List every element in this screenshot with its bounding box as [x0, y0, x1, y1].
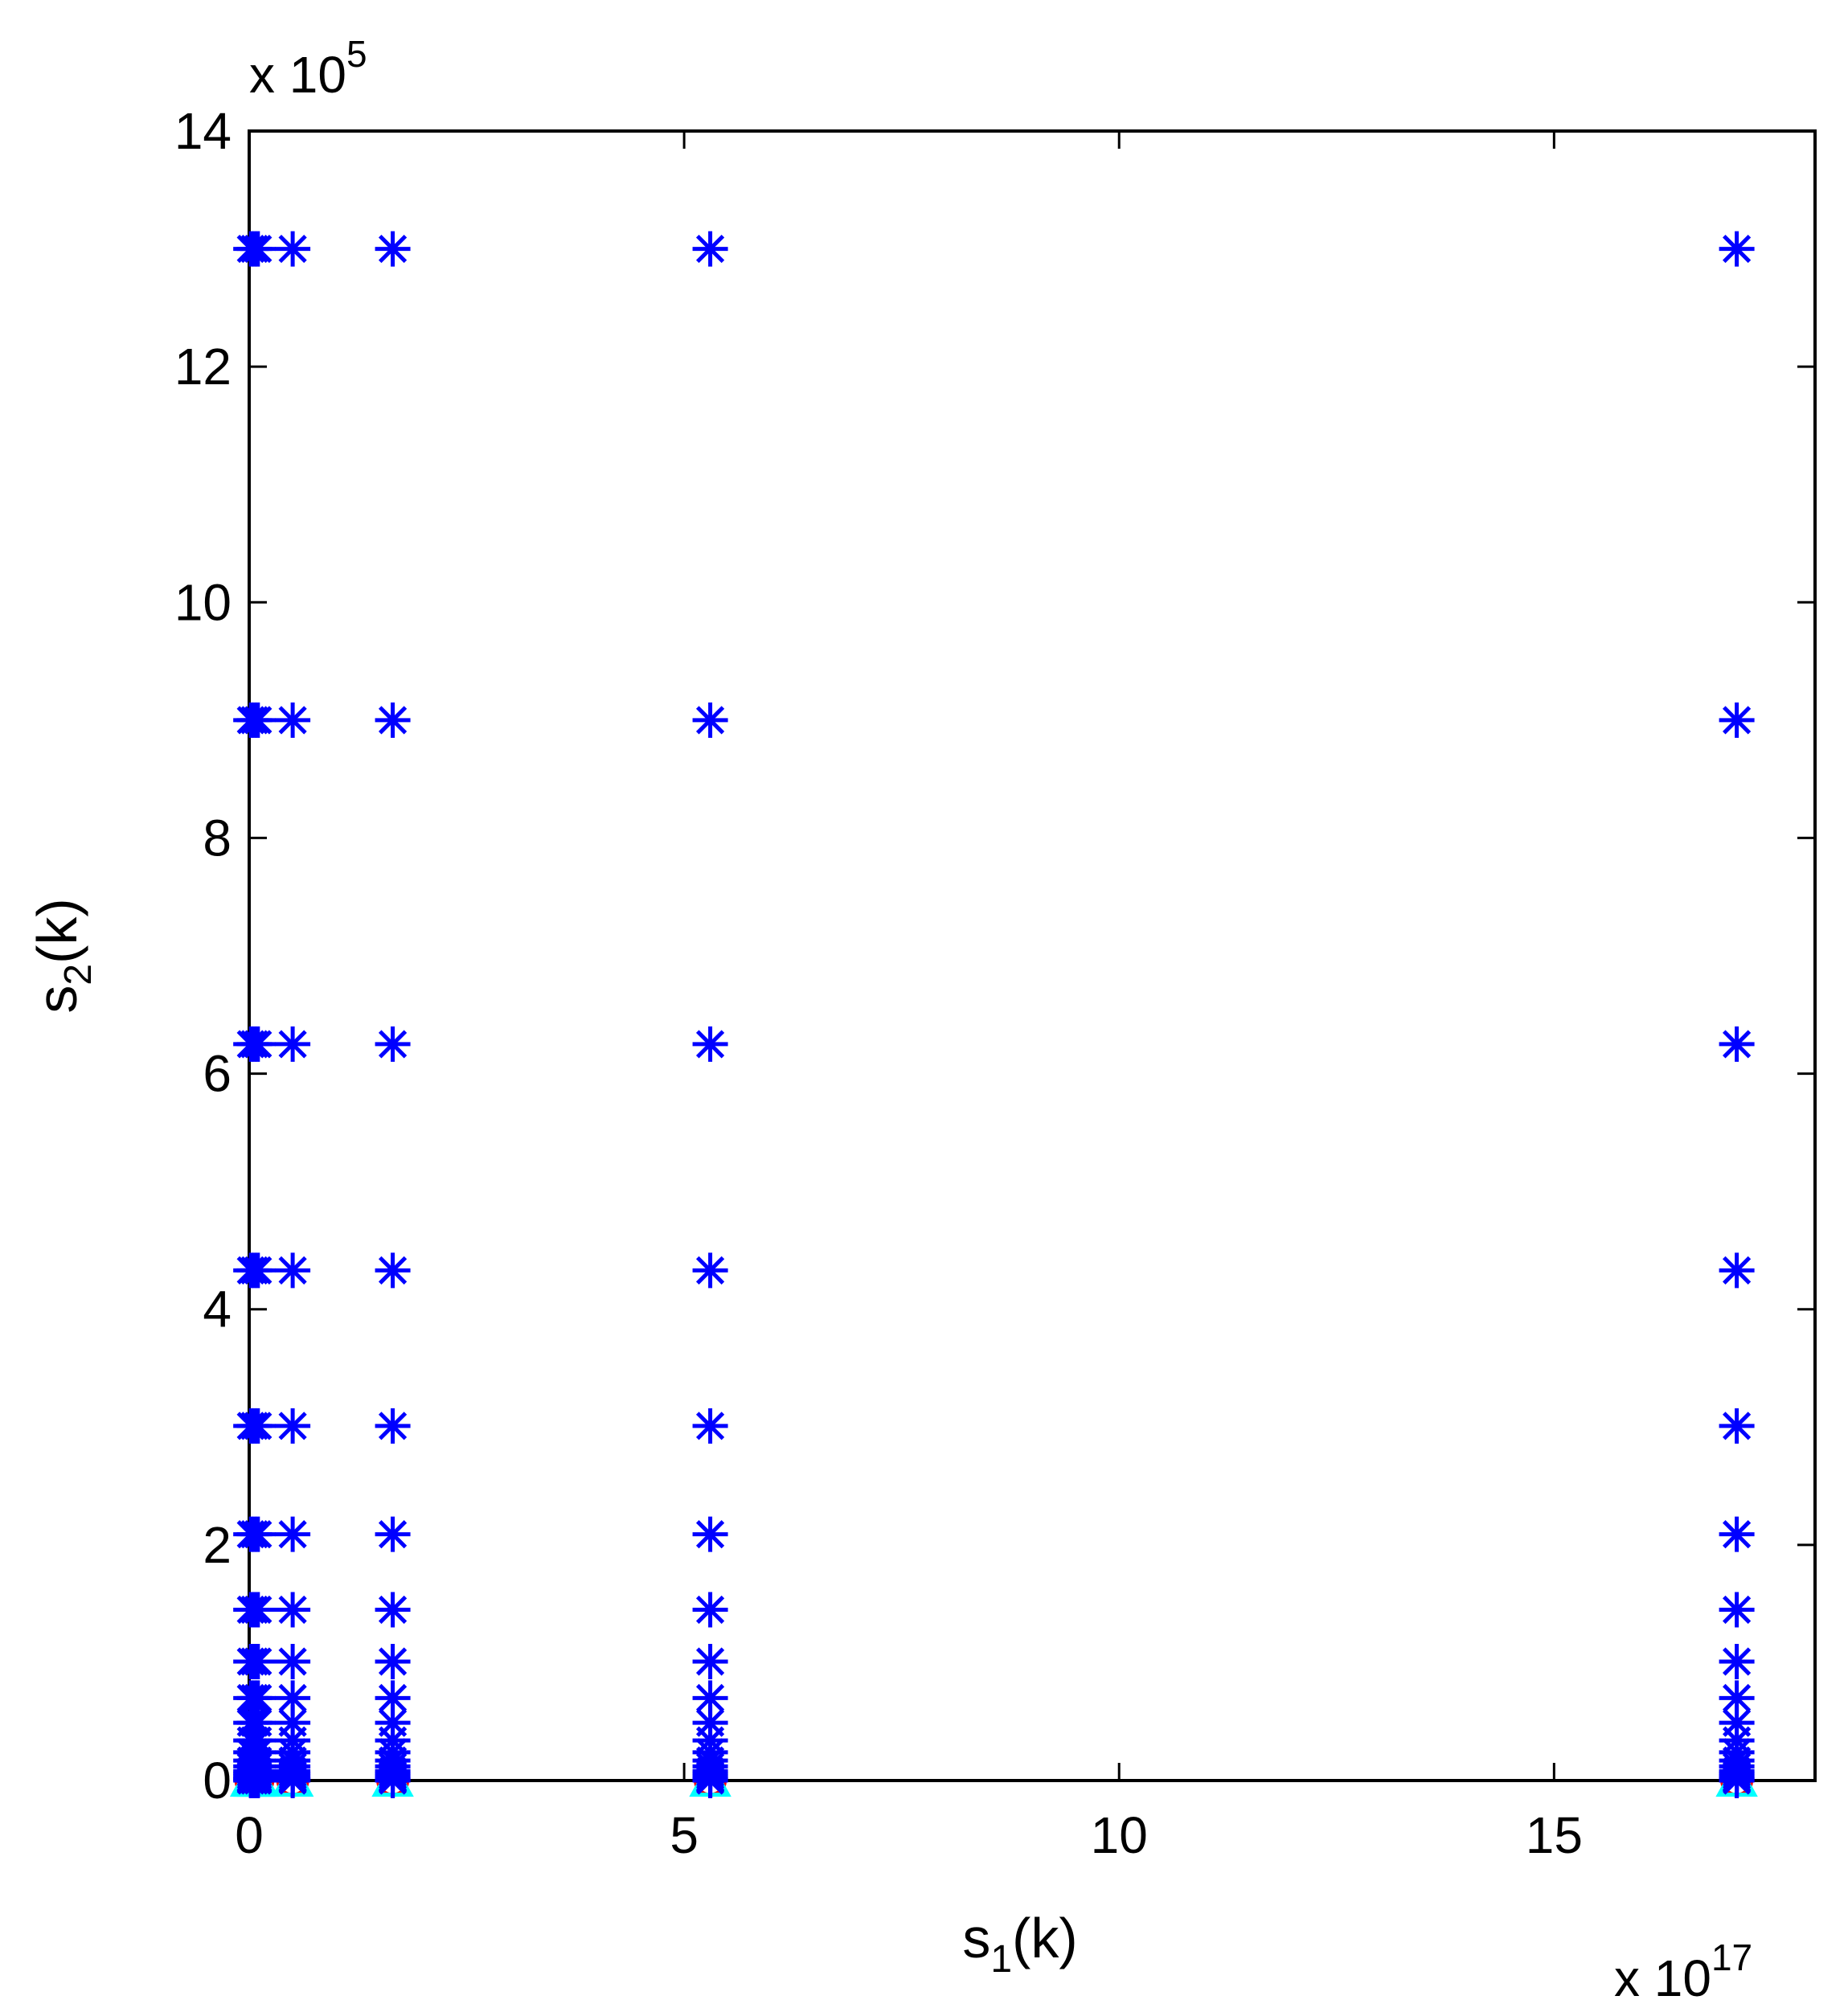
asterisk-point [240, 1408, 276, 1444]
x-tick-label: 0 [235, 1806, 264, 1864]
asterisk-point [692, 1763, 728, 1798]
asterisk-point [275, 702, 311, 738]
asterisk-point [692, 231, 728, 267]
plot-area [248, 129, 1817, 1782]
asterisk-point [275, 1252, 311, 1289]
asterisk-point [375, 1643, 411, 1679]
y-tick-label: 10 [174, 573, 232, 631]
asterisk-point [275, 1592, 311, 1628]
y-tick-label: 14 [174, 102, 232, 160]
asterisk-point [240, 702, 276, 738]
asterisk-point [275, 1408, 311, 1444]
asterisk-point [240, 231, 276, 267]
asterisk-point [692, 1592, 728, 1628]
x-tick-label: 10 [1091, 1806, 1148, 1864]
asterisk-point [240, 1592, 276, 1628]
asterisk-point [240, 1252, 276, 1289]
asterisk-point [240, 1516, 276, 1552]
asterisk-point [375, 1408, 411, 1444]
asterisk-point [375, 702, 411, 738]
asterisk-point [275, 1680, 311, 1716]
asterisk-point [1719, 1763, 1755, 1798]
asterisk-point [1719, 702, 1755, 738]
asterisk-point [1719, 1516, 1755, 1552]
asterisk-point [1719, 1592, 1755, 1628]
asterisk-point [692, 1408, 728, 1444]
asterisk-point [275, 1763, 311, 1798]
asterisk-point [275, 1026, 311, 1062]
asterisk-point [240, 1643, 276, 1679]
asterisk-point [1719, 1252, 1755, 1289]
x-axis-multiplier: x 1017 [1614, 1936, 1752, 2000]
asterisk-point [275, 1516, 311, 1552]
asterisk-point [375, 1516, 411, 1552]
asterisk-point [692, 702, 728, 738]
asterisk-point [275, 1643, 311, 1679]
y-tick-label: 6 [203, 1045, 232, 1103]
asterisk-point [692, 1026, 728, 1062]
asterisk-point [692, 1252, 728, 1289]
asterisk-point [275, 231, 311, 267]
asterisk-point [375, 231, 411, 267]
y-tick-label: 0 [203, 1752, 232, 1809]
asterisk-point [375, 1252, 411, 1289]
y-axis-label: s2(k) [26, 898, 100, 1013]
asterisk-point [692, 1516, 728, 1552]
y-tick-label: 2 [203, 1516, 232, 1574]
x-tick-label: 5 [670, 1806, 699, 1864]
x-tick-label: 15 [1526, 1806, 1583, 1864]
y-tick-label: 4 [203, 1281, 232, 1338]
asterisk-point [692, 1643, 728, 1679]
asterisk-point [240, 1026, 276, 1062]
y-tick-label: 8 [203, 809, 232, 867]
data-marks [229, 231, 1758, 1798]
axis-tick-labels: 0 5 10 15 0 2 4 6 8 10 12 14 [174, 102, 1583, 1864]
asterisk-point [375, 1763, 411, 1798]
x-axis-label: s1(k) [962, 1907, 1077, 1981]
asterisk-point [692, 1680, 728, 1716]
asterisk-point [375, 1026, 411, 1062]
asterisk-point [240, 1763, 276, 1798]
asterisk-point [1719, 1026, 1755, 1062]
y-axis-multiplier: x 105 [249, 33, 367, 104]
y-tick-label: 12 [174, 338, 232, 395]
asterisk-point [1719, 231, 1755, 267]
asterisk-point [375, 1680, 411, 1716]
asterisk-point [375, 1592, 411, 1628]
asterisk-point [1719, 1408, 1755, 1444]
asterisk-point [1719, 1643, 1755, 1679]
